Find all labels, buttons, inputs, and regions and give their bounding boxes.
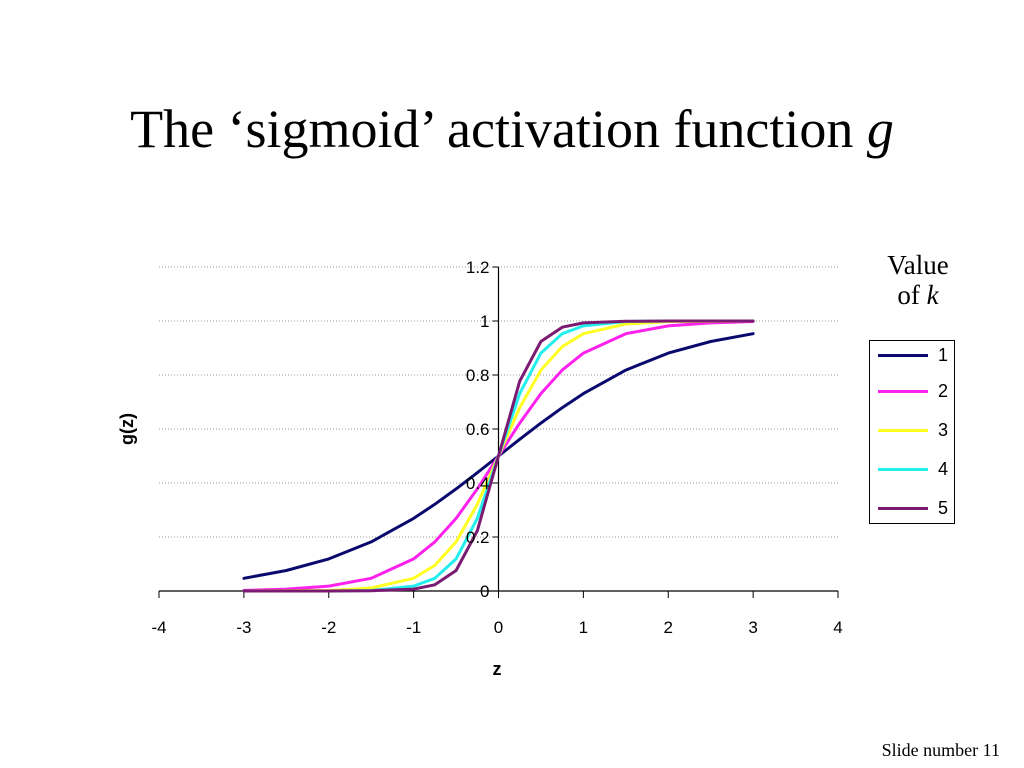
slide-title: The ‘sigmoid’ activation function g [0, 98, 1024, 160]
legend-swatch-3 [878, 429, 928, 432]
x-tick-label-8: 4 [833, 618, 842, 637]
y-tick-label-3: 0.6 [466, 420, 490, 439]
legend-label-5: 5 [938, 498, 949, 518]
y-tick-label-1: 0.2 [466, 528, 490, 547]
y-axis-label: g(z) [117, 413, 137, 445]
legend-title-variable: k [926, 280, 939, 310]
y-tick-label-6: 1.2 [466, 258, 490, 277]
slide-title-variable: g [866, 99, 894, 159]
legend-label-2: 2 [938, 381, 949, 401]
x-tick-label-2: -2 [321, 618, 336, 637]
x-tick-label-3: -1 [406, 618, 421, 637]
legend: 1 2 3 4 5 [869, 340, 955, 524]
legend-swatch-2 [878, 390, 928, 393]
x-tick-label-7: 3 [748, 618, 757, 637]
x-tick-label-5: 1 [579, 618, 588, 637]
x-tick-label-6: 2 [664, 618, 673, 637]
legend-title-of: of [897, 280, 920, 310]
legend-item-5: 5 [878, 498, 952, 518]
x-tick-label-1: -3 [236, 618, 251, 637]
legend-title-line1: Value [887, 250, 949, 280]
legend-item-2: 2 [878, 381, 952, 401]
x-tick-label-0: -4 [151, 618, 166, 637]
legend-item-3: 3 [878, 420, 952, 440]
slide-number: Slide number 11 [881, 740, 1000, 760]
legend-item-1: 1 [878, 345, 952, 365]
y-tick-label-2: 0.4 [466, 474, 490, 493]
x-tick-label-4: 0 [494, 618, 503, 637]
x-axis-label: z [493, 659, 502, 679]
legend-title-line2: of k [862, 280, 974, 310]
legend-title: Value of k [862, 250, 974, 310]
legend-label-3: 3 [938, 420, 949, 440]
legend-item-4: 4 [878, 459, 952, 479]
y-tick-label-4: 0.8 [466, 366, 490, 385]
y-tick-label-5: 1 [480, 312, 489, 331]
chart-axes [158, 266, 839, 598]
legend-label-4: 4 [938, 459, 949, 479]
legend-swatch-4 [878, 468, 928, 471]
y-tick-label-0: 0 [480, 582, 489, 601]
legend-swatch-1 [878, 354, 928, 357]
legend-label-1: 1 [938, 345, 949, 365]
series-line-k5 [242, 319, 755, 593]
legend-swatch-5 [878, 507, 928, 510]
chart-tick-labels: -4 -3 -2 -1 0 1 2 3 4 0 0.2 0.4 0.6 0.8 1 1.2 [151, 258, 842, 637]
slide-title-text: The ‘sigmoid’ activation function [130, 99, 854, 159]
chart-series [242, 319, 755, 593]
